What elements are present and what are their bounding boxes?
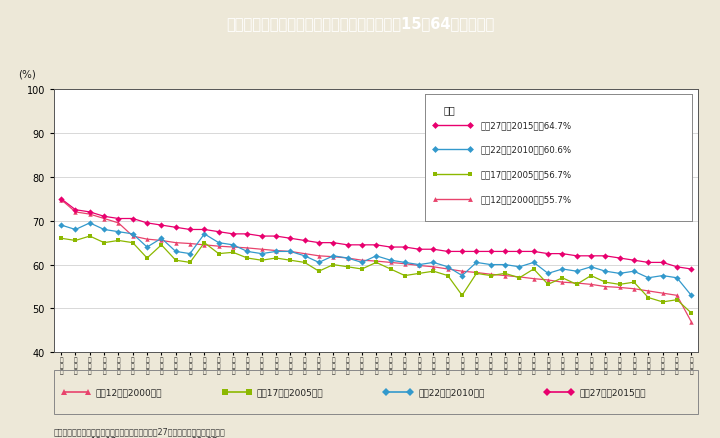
Text: ２．平成12，17年は就業状態不詳を含む総数から，22，27年は不詳を除いた総数から就業率を算出。: ２．平成12，17年は就業状態不詳を含む総数から，22，27年は不詳を除いた総数… [54,435,308,438]
Text: 平成17年（2005年）: 平成17年（2005年） [257,388,323,396]
Text: 平成22年（2010年）: 平成22年（2010年） [418,388,485,396]
Text: Ｉ－特－３図　都道府県別　女性の就業率（15～64歳）の推移: Ｉ－特－３図 都道府県別 女性の就業率（15～64歳）の推移 [226,17,494,32]
Text: 平成12年（2000年）: 平成12年（2000年） [96,388,163,396]
Text: （備考）１．総務省「国勢調査」より作成。平成27年は抽出速報集計の数値。: （備考）１．総務省「国勢調査」より作成。平成27年は抽出速報集計の数値。 [54,426,226,435]
Text: (%): (%) [19,69,37,79]
Text: 平成27年（2015年）: 平成27年（2015年） [579,388,646,396]
